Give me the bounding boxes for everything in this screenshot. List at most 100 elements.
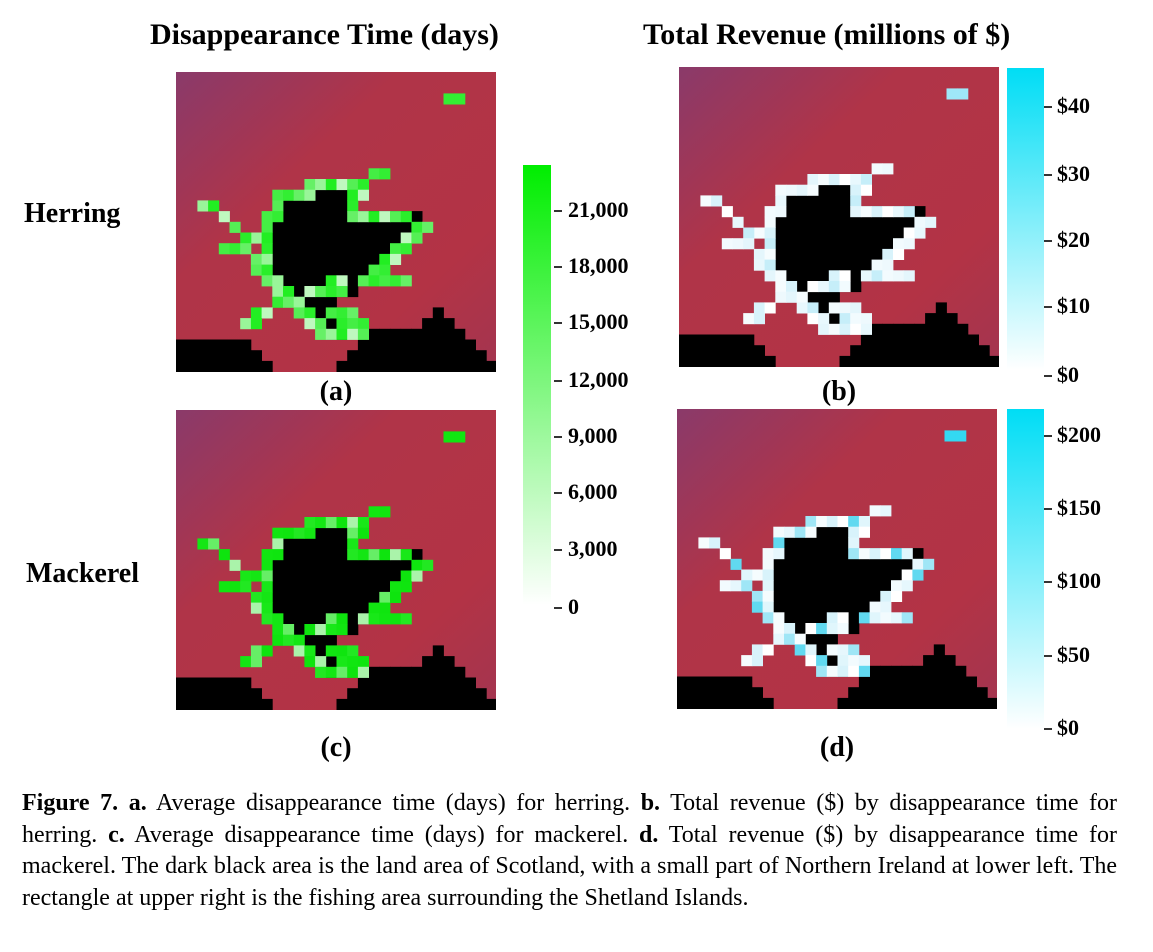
land-cell: [839, 184, 851, 196]
coastal-fishing-cell: [850, 174, 862, 186]
land-cell: [293, 243, 305, 255]
land-cell: [805, 537, 817, 549]
land-cell: [839, 216, 851, 228]
land-cell: [816, 644, 828, 656]
land-cell: [304, 581, 316, 593]
coastal-fishing-cell: [379, 549, 391, 561]
coastal-fishing-cell: [304, 179, 316, 191]
coastal-fishing-cell: [379, 168, 391, 180]
land-cell: [858, 687, 870, 699]
coastal-fishing-cell: [411, 221, 423, 233]
coastal-fishing-cell: [880, 590, 892, 602]
panel-label-b: (b): [821, 376, 857, 407]
land-cell: [400, 350, 412, 362]
land-cell: [454, 360, 466, 372]
land-cell: [677, 687, 689, 699]
coastal-fishing-cell: [753, 313, 765, 325]
land-cell: [293, 221, 305, 233]
land-cell: [304, 549, 316, 561]
land-cell: [347, 232, 359, 244]
land-cell: [304, 570, 316, 582]
coastal-fishing-cell: [400, 211, 412, 223]
land-cell: [379, 666, 391, 678]
land-cell: [912, 676, 924, 688]
land-cell: [368, 559, 380, 571]
coastal-fishing-cell: [272, 613, 284, 625]
land-cell: [869, 665, 881, 677]
land-cell: [390, 339, 402, 351]
coastal-fishing-cell: [903, 238, 915, 250]
land-cell: [796, 259, 808, 271]
land-cell: [240, 339, 252, 351]
land-cell: [176, 350, 188, 362]
land-cell: [687, 676, 699, 688]
coastal-fishing-cell: [880, 601, 892, 613]
coastal-fishing-cell: [858, 655, 870, 667]
land-cell: [325, 189, 337, 201]
land-cell: [347, 275, 359, 287]
land-cell: [347, 688, 359, 700]
coastal-fishing-cell: [400, 613, 412, 625]
land-cell: [957, 323, 969, 335]
land-cell: [325, 232, 337, 244]
land-cell: [839, 259, 851, 271]
coastal-fishing-cell: [272, 296, 284, 308]
land-cell: [432, 318, 444, 330]
land-cell: [186, 688, 198, 700]
coastal-fishing-cell: [347, 527, 359, 539]
land-cell: [272, 559, 284, 571]
coastal-fishing-cell: [400, 570, 412, 582]
land-cell: [422, 350, 434, 362]
coastal-fishing-cell: [871, 163, 883, 175]
land-cell: [893, 345, 905, 357]
land-cell: [786, 206, 798, 218]
coastal-fishing-cell: [283, 286, 295, 298]
land-cell: [679, 355, 691, 367]
land-cell: [828, 248, 840, 260]
land-cell: [422, 339, 434, 351]
land-cell: [315, 559, 327, 571]
western-fishing-cell: [721, 206, 733, 218]
coastal-fishing-cell: [368, 549, 380, 561]
coastal-fishing-cell: [304, 189, 316, 201]
land-cell: [272, 253, 284, 265]
coastal-fishing-cell: [293, 296, 305, 308]
coastal-fishing-cell: [764, 206, 776, 218]
land-cell: [336, 549, 348, 561]
land-cell: [325, 538, 337, 550]
land-cell: [208, 677, 220, 689]
land-cell: [925, 345, 937, 357]
land-cell: [850, 281, 862, 293]
land-cell: [197, 688, 209, 700]
land-cell: [891, 687, 903, 699]
coastal-fishing-cell: [293, 189, 305, 201]
land-cell: [464, 677, 476, 689]
shetland-fishing-cell: [944, 430, 956, 442]
coastal-fishing-cell: [347, 538, 359, 550]
land-cell: [784, 601, 796, 613]
coastal-fishing-cell: [390, 591, 402, 603]
land-cell: [454, 350, 466, 362]
coastal-fishing-cell: [751, 569, 763, 581]
coastal-fishing-cell: [848, 526, 860, 538]
coastal-fishing-cell: [871, 270, 883, 282]
coastal-fishing-cell: [807, 281, 819, 293]
land-cell: [700, 345, 712, 357]
coastal-fishing-cell: [858, 526, 870, 538]
land-cell: [443, 698, 455, 710]
land-cell: [826, 537, 838, 549]
coastal-fishing-cell: [762, 601, 774, 613]
land-cell: [957, 355, 969, 367]
coastal-fishing-cell: [357, 517, 369, 529]
land-cell: [368, 570, 380, 582]
land-cell: [325, 211, 337, 223]
land-cell: [925, 313, 937, 325]
land-cell: [935, 313, 947, 325]
coastal-fishing-cell: [753, 259, 765, 271]
land-cell: [786, 238, 798, 250]
land-cell: [368, 688, 380, 700]
land-cell: [828, 227, 840, 239]
land-cell: [923, 697, 935, 709]
coastal-fishing-cell: [336, 328, 348, 340]
land-cell: [454, 677, 466, 689]
